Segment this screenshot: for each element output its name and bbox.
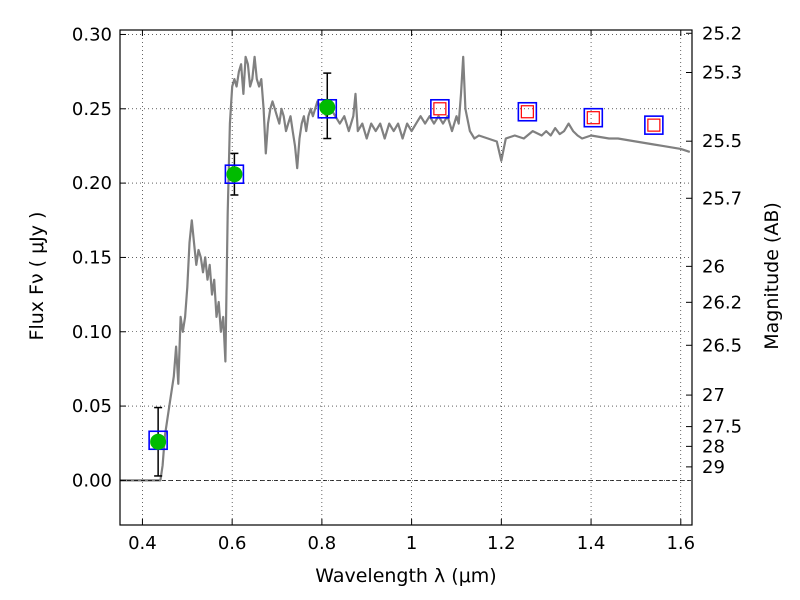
y2-tick-label: 29 <box>702 457 725 478</box>
y2-tick-label: 27.5 <box>702 417 742 438</box>
x-tick-label: 0.4 <box>128 533 157 554</box>
y2-tick-label: 25.2 <box>702 23 742 44</box>
y2-tick-label: 26.2 <box>702 292 742 313</box>
spectrum-line <box>120 55 691 482</box>
model-square-marker <box>647 118 661 132</box>
x-tick-label: 0.8 <box>308 533 337 554</box>
photometry-square-marker <box>430 98 450 119</box>
x-tick-label: 1.4 <box>577 533 606 554</box>
x-axis-label: Wavelength λ (μm) <box>315 565 496 587</box>
photometry-square-marker <box>517 101 538 122</box>
model-square-marker <box>433 102 447 116</box>
y-tick-label: 0.10 <box>72 322 112 343</box>
photometry-square-marker <box>224 164 245 184</box>
y2-tick-label: 27 <box>702 385 725 406</box>
x-tick-label: 1.2 <box>487 533 516 554</box>
y2-tick-label: 25.3 <box>702 63 742 84</box>
detection-circle-marker <box>150 433 167 450</box>
model-square-marker <box>520 105 534 119</box>
axes: 0.4 0.6 0.8 1 1.2 1.4 1.6 0.00 0.05 0.10 0.15 0.20 0… <box>72 23 742 554</box>
y2-tick-label: 25.7 <box>702 188 742 209</box>
y-axis-label: Flux Fν ( μJy ) <box>26 212 48 341</box>
x-tick-label: 1.6 <box>666 533 695 554</box>
y2-axis-label: Magnitude (AB) <box>761 202 783 350</box>
grid <box>120 30 692 525</box>
y-tick-label: 0.30 <box>72 24 112 45</box>
x-tick-label: 0.6 <box>218 533 247 554</box>
y2-tick-label: 28 <box>702 436 725 457</box>
x-tick-label: 1 <box>406 533 417 554</box>
y-tick-label: 0.05 <box>72 396 112 417</box>
y-tick-label: 0.00 <box>72 470 112 491</box>
y2-tick-label: 26.5 <box>702 335 742 356</box>
plot-area <box>120 55 692 482</box>
y2-tick-label: 25.5 <box>702 131 742 152</box>
photometry-square-marker <box>644 115 664 135</box>
y2-tick-label: 26 <box>702 256 725 277</box>
y-tick-label: 0.20 <box>72 173 112 194</box>
y-tick-label: 0.25 <box>72 99 112 120</box>
detection-circle-marker <box>226 166 243 183</box>
plot-frame <box>119 29 693 526</box>
y-tick-label: 0.15 <box>72 247 112 268</box>
detection-circle-marker <box>319 99 336 116</box>
model-square-marker <box>586 111 600 125</box>
photometry-square-marker <box>583 107 604 128</box>
